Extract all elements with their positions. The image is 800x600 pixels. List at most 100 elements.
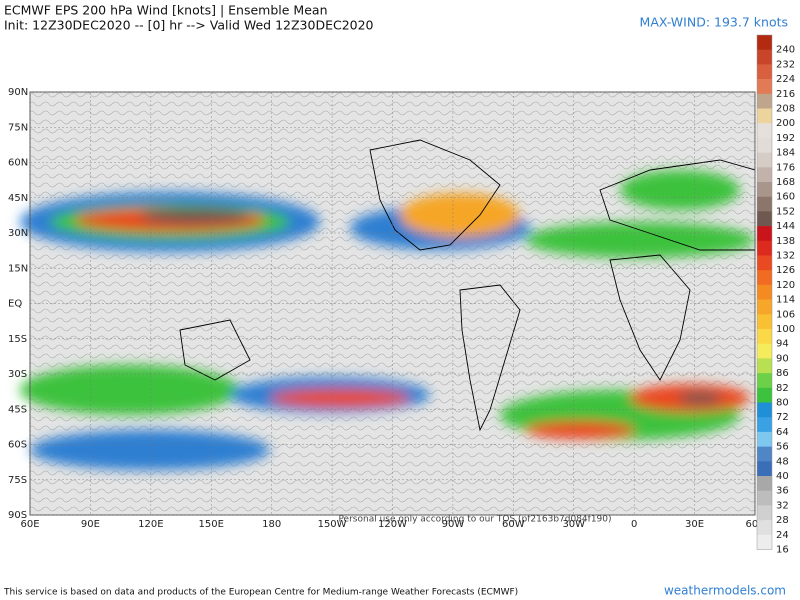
colorbar-label: 168 [776,177,795,188]
colorbar-label: 144 [776,221,795,232]
lon-label: 60W [502,519,525,530]
lat-label: 15S [8,334,27,345]
colorbar-label: 80 [776,398,789,409]
lon-label: 0 [631,519,637,530]
colorbar-swatch [757,93,772,109]
colorbar-swatch [757,226,772,242]
lon-label: 180 [262,519,281,530]
lat-label: EQ [8,299,22,310]
colorbar-swatch [757,123,772,139]
lon-label: 30W [562,519,585,530]
lat-label: 60N [8,158,28,169]
lon-label: 150W [318,519,347,530]
colorbar-label: 176 [776,162,795,173]
colorbar-swatch [757,64,772,80]
colorbar-swatch [757,373,772,389]
colorbar-swatch [757,505,772,521]
colorbar-swatch [757,417,772,433]
colorbar-label: 56 [776,442,789,453]
lat-label: 45N [8,193,28,204]
colorbar-label: 138 [776,236,795,247]
colorbar-label: 36 [776,486,789,497]
colorbar-swatch [757,534,772,550]
colorbar-swatch [757,299,772,315]
colorbar-label: 114 [776,295,795,306]
colorbar-label: 90 [776,353,789,364]
footer-credit: This service is based on data and produc… [3,588,518,598]
coastlines [179,139,756,432]
colorbar-label: 184 [776,148,795,159]
lon-label: 30E [685,519,704,530]
colorbar-swatch [757,196,772,212]
lon-label: 120E [138,519,163,530]
lat-label: 90S [8,510,27,521]
title: ECMWF EPS 200 hPa Wind [knots] | Ensembl… [4,3,328,18]
max-wind: MAX-WIND: 193.7 knots [640,15,788,30]
colorbar-swatch [757,490,772,506]
lat-label: 75N [8,122,28,133]
lon-label: 120W [378,519,407,530]
colorbar-label: 160 [776,192,795,203]
colorbar-swatch [757,446,772,462]
colorbar-swatch [757,520,772,536]
colorbar-frame [756,34,773,550]
colorbar-swatch [757,402,772,418]
lat-label: 60S [8,440,27,451]
colorbar-label: 224 [776,74,795,85]
colorbar-label: 48 [776,456,789,467]
colorbar-label: 106 [776,309,795,320]
map: Personal use only according to our TOS (… [20,91,756,525]
colorbar-swatch [757,240,772,256]
lat-label: 90N [8,87,28,98]
colorbar-swatch [757,270,772,286]
lon-label: 90W [442,519,465,530]
colorbar-label: 32 [776,500,789,511]
watermark: Personal use only according to our TOS (… [338,515,611,525]
colorbar-swatch [757,137,772,153]
colorbar-label: 86 [776,368,789,379]
colorbar-swatch [757,211,772,227]
colorbar-label: 132 [776,251,795,262]
colorbar-swatch [757,343,772,359]
colorbar-label: 24 [776,530,789,541]
colorbar-label: 100 [776,324,795,335]
colorbar-swatch [757,329,772,344]
colorbar-label: 192 [776,133,795,144]
lon-label: 60E [20,519,39,530]
subtitle: Init: 12Z30DEC2020 -- [0] hr --> Valid W… [4,18,374,33]
colorbar-swatch [757,358,772,374]
colorbar-swatch [757,284,772,300]
footer-site: weathermodels.com [664,584,786,598]
colorbar-swatch [757,431,772,447]
colorbar-swatch [757,314,772,330]
colorbar-label: 72 [776,412,789,423]
colorbar-label: 82 [776,383,789,394]
colorbar-label: 40 [776,471,789,482]
colorbar-label: 240 [776,45,795,56]
colorbar-label: 64 [776,427,789,438]
lat-label: 30S [8,369,27,380]
lon-label: 150E [199,519,224,530]
colorbar-label: 120 [776,280,795,291]
colorbar-swatch [757,255,772,271]
colorbar-label: 152 [776,206,795,217]
colorbar-swatch [757,35,772,50]
colorbar-label: 126 [776,265,795,276]
colorbar-label: 28 [776,515,789,526]
colorbar-swatch [757,476,772,491]
colorbar-swatch [757,79,772,95]
lat-label: 15N [8,263,28,274]
colorbar-label: 16 [776,545,789,556]
lon-label: 60E [745,519,764,530]
colorbar-label: 94 [776,339,789,350]
colorbar-swatch [757,461,772,477]
colorbar-label: 216 [776,89,795,100]
colorbar-swatch [757,167,772,183]
lat-label: 45S [8,404,27,415]
colorbar-label: 232 [776,59,795,70]
colorbar-swatch [757,49,772,65]
colorbar-swatch [757,182,772,197]
colorbar-swatch [757,387,772,403]
lat-label: 30N [8,228,28,239]
